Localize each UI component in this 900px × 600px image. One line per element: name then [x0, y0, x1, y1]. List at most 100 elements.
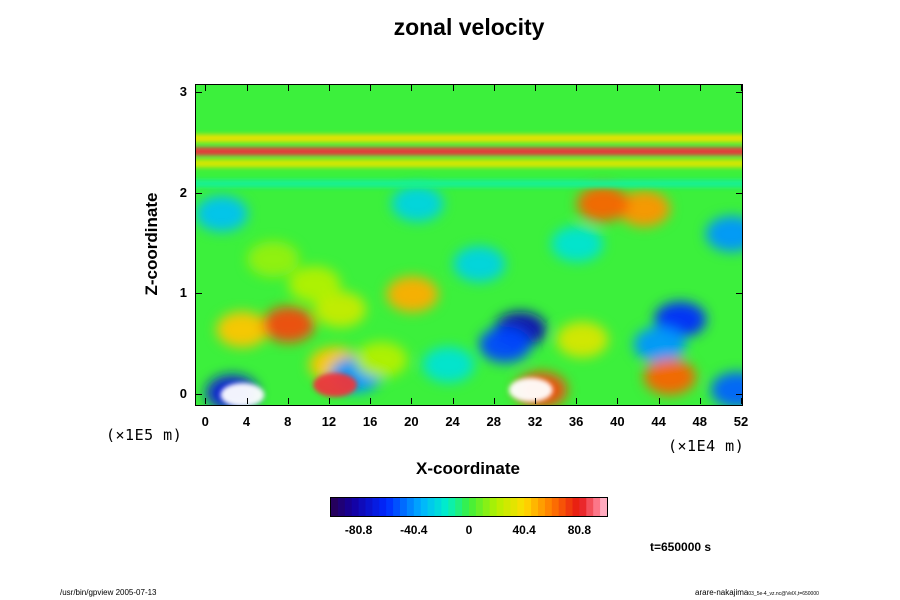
colorbar-step — [489, 498, 498, 516]
colorbar-step — [565, 498, 573, 516]
colorbar-step — [434, 498, 442, 516]
footer-right-main: arare-nakajima — [695, 588, 749, 597]
x-tick-label: 16 — [362, 414, 378, 429]
x-tick-mark-top — [658, 85, 660, 91]
velocity-blob — [247, 241, 300, 278]
colorbar-step — [393, 498, 401, 516]
colorbar-step — [593, 498, 601, 516]
x-tick-mark-top — [287, 85, 289, 91]
colorbar-step — [462, 498, 470, 516]
velocity-blob — [355, 341, 408, 378]
x-tick-label: 48 — [692, 414, 708, 429]
x-tick-label: 52 — [733, 414, 749, 429]
colorbar-step — [510, 498, 518, 516]
velocity-blob — [391, 185, 444, 222]
colorbar-step — [538, 498, 546, 516]
x-tick-mark — [658, 398, 660, 404]
x-tick-mark — [741, 398, 742, 404]
colorbar-step — [600, 498, 608, 516]
x-tick-label: 4 — [242, 414, 251, 429]
velocity-blob — [576, 185, 629, 222]
x-tick-mark — [411, 398, 413, 404]
x-tick-label: 20 — [404, 414, 419, 429]
colorbar-step — [482, 498, 491, 516]
x-tick-label: 44 — [651, 414, 666, 429]
x-axis-label: X-coordinate — [416, 459, 520, 478]
velocity-blob — [313, 372, 358, 397]
colorbar-step — [496, 498, 504, 516]
velocity-blob — [314, 291, 367, 328]
colorbar-step — [455, 498, 463, 516]
colorbar-tick-label: 0 — [465, 523, 473, 537]
x-scale-note: (×1E4 m) — [668, 437, 745, 455]
colorbar-step — [531, 498, 539, 516]
colorbar-step — [400, 498, 408, 516]
x-tick-label: 28 — [486, 414, 501, 429]
footer-right-sub: 03_5e-4_vz.nc@VelX,t=650000 — [748, 591, 819, 597]
colorbar-step — [544, 498, 553, 516]
velocity-blob — [643, 358, 696, 395]
colorbar-step — [579, 498, 587, 516]
colorbar-step — [427, 498, 435, 516]
velocity-blob — [422, 346, 475, 383]
colorbar-step — [344, 498, 353, 516]
x-tick-mark — [534, 398, 536, 404]
colorbar-step — [441, 498, 449, 516]
x-tick-mark-top — [411, 85, 413, 91]
y-tick-mark — [196, 293, 202, 295]
x-tick-label: 36 — [568, 414, 584, 429]
x-tick-mark — [205, 398, 207, 404]
x-tick-label: 40 — [610, 414, 625, 429]
x-tick-mark-top — [452, 85, 454, 91]
y-scale-note: (×1E5 m) — [106, 426, 183, 444]
colorbar-step — [365, 498, 373, 516]
x-tick-mark-top — [699, 85, 701, 91]
x-tick-mark — [699, 398, 701, 404]
velocity-blob — [196, 195, 248, 232]
y-tick-mark-right — [736, 293, 742, 295]
colorbar-step — [358, 498, 366, 516]
x-tick-mark-top — [328, 85, 330, 91]
velocity-blob — [386, 276, 439, 313]
y-tick-label: 1 — [179, 285, 187, 301]
velocity-blob — [508, 377, 553, 402]
velocity-blob — [705, 215, 742, 252]
colorbar-step — [572, 498, 580, 516]
colorbar-step — [420, 498, 429, 516]
footer-right: arare-nakajima03_5e-4_vz.nc@VelX,t=65000… — [695, 588, 819, 597]
colorbar-step — [351, 498, 360, 516]
colorbar-step — [379, 498, 387, 516]
colorbar-step — [448, 498, 456, 516]
velocity-blob — [618, 190, 671, 227]
colorbar — [330, 497, 608, 517]
colorbar-step — [517, 498, 525, 516]
colorbar-step — [524, 498, 532, 516]
colorbar-step — [475, 498, 484, 516]
colorbar-step — [558, 498, 567, 516]
y-axis-label: Z-coordinate — [142, 192, 161, 296]
velocity-blob — [479, 326, 532, 363]
x-tick-mark-top — [617, 85, 619, 91]
x-tick-mark — [617, 398, 619, 404]
colorbar-step — [413, 498, 422, 516]
x-tick-mark-top — [205, 85, 207, 91]
velocity-band — [196, 159, 742, 168]
y-tick-label: 0 — [179, 385, 187, 401]
velocity-blob — [453, 246, 506, 283]
velocity-blob — [220, 382, 265, 405]
x-tick-mark-top — [576, 85, 578, 91]
velocity-blob — [551, 225, 604, 262]
velocity-blob — [556, 321, 609, 358]
colorbar-step — [503, 498, 511, 516]
y-tick-label: 3 — [179, 84, 187, 100]
colorbar-step — [469, 498, 477, 516]
time-label: t=650000 s — [650, 540, 712, 554]
x-tick-mark — [287, 398, 289, 404]
colorbar-tick-label: 40.4 — [512, 523, 536, 537]
x-tick-mark-top — [493, 85, 495, 91]
x-tick-mark-top — [534, 85, 536, 91]
x-tick-label: 0 — [201, 414, 209, 429]
x-tick-mark — [452, 398, 454, 404]
chart-title: zonal velocity — [393, 14, 545, 40]
colorbar-tick-label: -80.8 — [344, 523, 373, 537]
